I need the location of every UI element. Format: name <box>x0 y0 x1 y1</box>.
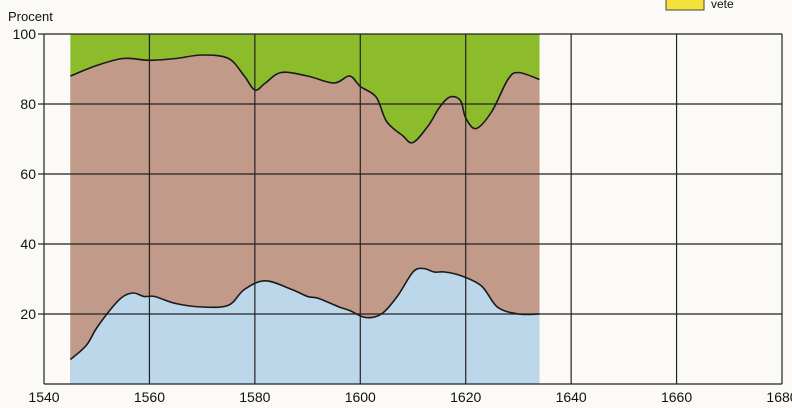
series-boundary-lines <box>69 54 540 361</box>
y-axis-label: Procent <box>8 9 53 24</box>
plot-areas <box>70 34 540 384</box>
grid-lines <box>38 33 783 385</box>
y-tick-label: 80 <box>20 96 36 112</box>
axis-tick-labels: 1540 1560 1580 1600 1620 1640 1660 1680 20 40 60 80… <box>13 26 792 405</box>
x-tick-label: 1580 <box>239 389 270 405</box>
area-bottom <box>70 268 540 384</box>
x-tick-label: 1680 <box>766 389 792 405</box>
boundary-line-lower <box>69 267 540 361</box>
y-tick-label: 60 <box>20 166 36 182</box>
y-tick-label: 20 <box>20 306 36 322</box>
y-tick-label: 100 <box>13 26 37 42</box>
x-tick-label: 1600 <box>345 389 376 405</box>
x-tick-label: 1640 <box>556 389 587 405</box>
x-tick-label: 1560 <box>134 389 165 405</box>
x-tick-label: 1660 <box>661 389 692 405</box>
legend-label-vete: vete <box>711 0 734 11</box>
legend-swatch-vete <box>665 0 705 11</box>
legend: vete <box>665 0 734 11</box>
boundary-line-upper <box>70 54 540 144</box>
x-tick-label: 1620 <box>450 389 481 405</box>
x-tick-label: 1540 <box>28 389 59 405</box>
y-tick-label: 40 <box>20 236 36 252</box>
